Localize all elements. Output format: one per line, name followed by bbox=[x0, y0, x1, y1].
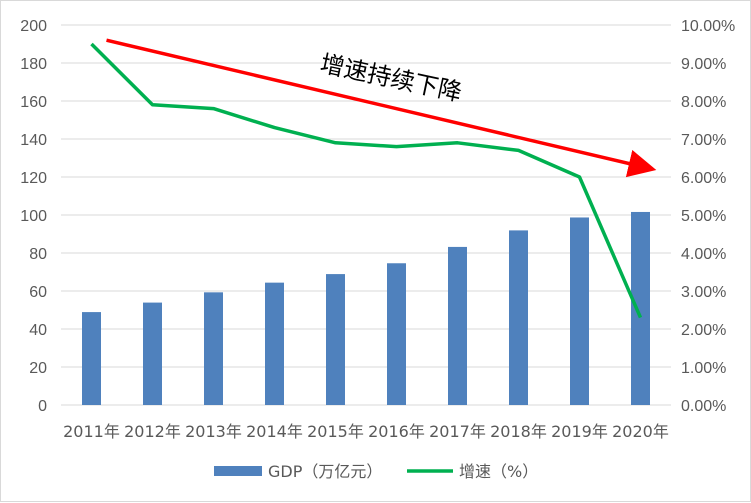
x-tick-label: 2019年 bbox=[551, 422, 608, 441]
y-left-tick-label: 80 bbox=[29, 246, 47, 263]
y-left-tick-label: 40 bbox=[29, 322, 47, 339]
annotation-group: 增速持续下降 bbox=[106, 38, 657, 178]
y-right-tick-label: 4.00% bbox=[681, 246, 726, 263]
x-tick-label: 2011年 bbox=[63, 422, 120, 441]
y-left-tick-label: 180 bbox=[20, 56, 47, 73]
gdp-bar bbox=[143, 302, 162, 405]
growth-line bbox=[90, 42, 643, 319]
legend-label-growth: 增速（%） bbox=[459, 462, 538, 481]
gdp-bar bbox=[509, 230, 528, 405]
y-right-tick-label: 10.00% bbox=[681, 18, 735, 35]
x-tick-label: 2020年 bbox=[612, 422, 669, 441]
y-right-tick-label: 5.00% bbox=[681, 208, 726, 225]
y-axis-right: 0.00% 1.00% 2.00% 3.00% 4.00% 5.00% 6.00% 7.00%… bbox=[681, 18, 735, 415]
y-right-tick-label: 1.00% bbox=[681, 360, 726, 377]
gdp-bar bbox=[204, 292, 223, 405]
y-right-tick-label: 8.00% bbox=[681, 94, 726, 111]
x-tick-label: 2018年 bbox=[490, 422, 547, 441]
y-left-tick-label: 0 bbox=[38, 398, 47, 415]
x-axis: 2011年 2012年 2013年 2014年 2015年 2016年 2017年 2018年… bbox=[63, 422, 669, 441]
x-tick-label: 2017年 bbox=[429, 422, 486, 441]
gdp-bar bbox=[570, 217, 589, 405]
y-left-tick-label: 100 bbox=[20, 208, 47, 225]
gdp-bar bbox=[326, 274, 345, 405]
y-right-tick-label: 7.00% bbox=[681, 132, 726, 149]
annotation-text: 增速持续下降 bbox=[318, 49, 465, 106]
gdp-bar bbox=[387, 263, 406, 405]
y-right-tick-label: 2.00% bbox=[681, 322, 726, 339]
y-left-tick-label: 120 bbox=[20, 170, 47, 187]
gdp-bar bbox=[448, 246, 467, 405]
y-right-tick-label: 9.00% bbox=[681, 56, 726, 73]
x-tick-label: 2016年 bbox=[368, 422, 425, 441]
y-axis-left: 0 20 40 60 80 100 120 140 160 180 200 bbox=[20, 18, 47, 415]
legend-label-gdp: GDP（万亿元） bbox=[268, 462, 382, 481]
x-tick-label: 2014年 bbox=[246, 422, 303, 441]
gdp-bar bbox=[631, 211, 650, 405]
gdp-bar bbox=[82, 312, 101, 405]
gdp-bar bbox=[265, 282, 284, 405]
y-left-tick-label: 200 bbox=[20, 18, 47, 35]
gdp-bars bbox=[82, 211, 650, 405]
y-left-tick-label: 140 bbox=[20, 132, 47, 149]
y-left-tick-label: 20 bbox=[29, 360, 47, 377]
y-right-tick-label: 6.00% bbox=[681, 170, 726, 187]
x-tick-label: 2012年 bbox=[124, 422, 181, 441]
y-left-tick-label: 60 bbox=[29, 284, 47, 301]
y-left-tick-label: 160 bbox=[20, 94, 47, 111]
legend-swatch-gdp bbox=[214, 466, 262, 476]
y-right-tick-label: 3.00% bbox=[681, 284, 726, 301]
legend: GDP（万亿元） 增速（%） bbox=[214, 462, 538, 481]
trend-arrow bbox=[106, 38, 657, 178]
x-tick-label: 2015年 bbox=[307, 422, 364, 441]
growth-line-group bbox=[90, 42, 643, 319]
x-tick-label: 2013年 bbox=[185, 422, 242, 441]
y-right-tick-label: 0.00% bbox=[681, 398, 726, 415]
